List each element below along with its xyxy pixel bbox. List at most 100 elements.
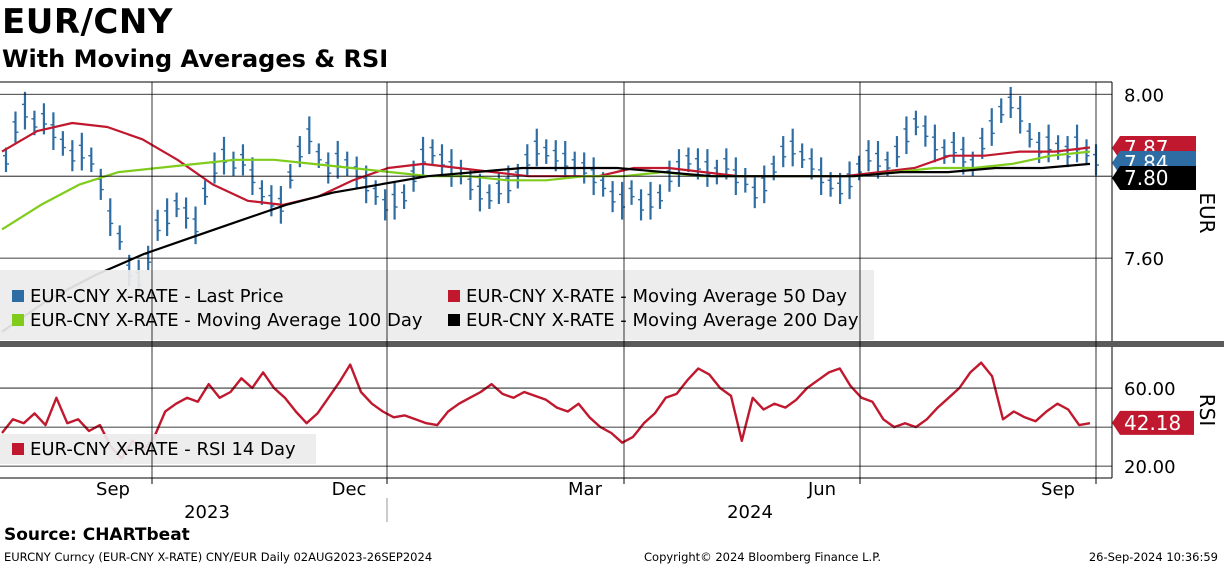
price-bar xyxy=(950,131,957,164)
price-bar xyxy=(221,136,227,175)
price-bar xyxy=(173,192,180,218)
footer-security: EURCNY Curncy (EUR-CNY X-RATE) CNY/EUR D… xyxy=(4,550,433,564)
price-legend: EUR-CNY X-RATE - Last Price EUR-CNY X-RAT… xyxy=(0,270,874,340)
rsi-legend-box xyxy=(0,434,316,464)
price-bar xyxy=(865,140,872,172)
rsi-tick-label-20.00: 20.00 xyxy=(1124,457,1176,478)
legend-label-eur-cny-x-rate-moving-average-100-day: EUR-CNY X-RATE - Moving Average 100 Day xyxy=(30,310,423,331)
price-bar xyxy=(742,168,749,193)
price-bar xyxy=(837,172,844,205)
price-bar xyxy=(571,151,578,177)
price-bar xyxy=(1017,95,1024,134)
price-bar xyxy=(344,151,351,177)
last-value-text: 7.80 xyxy=(1124,166,1169,190)
x-tick-label-dec-1: Dec xyxy=(332,479,367,500)
price-bar xyxy=(552,140,559,172)
y-tick-label-7.60: 7.60 xyxy=(1124,249,1164,270)
price-bar xyxy=(524,144,531,176)
price-bar xyxy=(97,168,104,200)
price-bar xyxy=(713,159,720,185)
price-bar xyxy=(1007,86,1014,119)
series-line-rsi-14-day xyxy=(1,361,1091,460)
chart-subtitle: With Moving Averages & RSI xyxy=(2,45,389,73)
price-bar xyxy=(230,151,237,177)
price-bar xyxy=(78,132,85,171)
price-bar xyxy=(799,143,806,168)
price-bar xyxy=(628,180,635,205)
price-bar xyxy=(789,128,796,167)
price-bar xyxy=(533,128,540,167)
price-bar xyxy=(258,180,265,205)
price-bar xyxy=(467,168,474,200)
price-bar xyxy=(912,110,919,136)
price-bar xyxy=(439,144,445,176)
rsi-tick-label-60.00: 60.00 xyxy=(1124,379,1176,400)
price-bar xyxy=(543,139,550,164)
legend-swatch-eur-cny-x-rate-last-price xyxy=(12,290,24,302)
price-legend-box xyxy=(0,270,874,340)
price-bar xyxy=(12,111,19,143)
price-bar xyxy=(931,124,938,163)
price-bar xyxy=(306,116,313,155)
x-year-label-2024: 2024 xyxy=(727,502,773,523)
price-bar xyxy=(192,206,199,245)
price-bar xyxy=(1074,124,1081,163)
price-bar xyxy=(476,173,483,212)
price-bar xyxy=(1064,136,1071,168)
price-bar xyxy=(268,185,275,217)
price-bar xyxy=(495,172,502,205)
price-bar xyxy=(988,108,995,146)
price-bar xyxy=(429,139,436,164)
price-bar xyxy=(325,152,332,184)
last-value-flag-eur-cny-x-rate-moving-average-200-day: 7.80 xyxy=(1112,166,1196,190)
price-bar xyxy=(647,181,654,220)
price-bar xyxy=(363,165,370,204)
price-bar xyxy=(202,180,209,205)
price-bar xyxy=(638,189,645,221)
price-bar xyxy=(183,197,190,229)
series-line-eur-cny-x-rate-moving-average-200-day xyxy=(1,162,1091,333)
price-bar xyxy=(761,165,768,204)
price-bar xyxy=(154,209,161,241)
price-bar xyxy=(401,184,408,209)
price-axis-title: EUR xyxy=(1195,192,1219,233)
price-bar xyxy=(751,177,758,209)
x-tick-label-jun-3: Jun xyxy=(807,479,836,500)
source-label: Source: CHARTbeat xyxy=(4,525,190,545)
legend-swatch-eur-cny-x-rate-moving-average-50-day xyxy=(448,290,460,302)
price-bar xyxy=(1026,122,1033,148)
rsi-axis-title: RSI xyxy=(1195,394,1219,427)
price-bar xyxy=(391,181,398,220)
price-bar xyxy=(31,110,38,136)
price-bar xyxy=(846,161,853,200)
price-bar xyxy=(88,147,95,173)
price-bar xyxy=(780,136,787,168)
last-value-flag-box xyxy=(1112,166,1196,190)
price-bar xyxy=(808,148,815,180)
price-bar xyxy=(998,98,1005,123)
legend-swatch-eur-cny-x-rate-moving-average-200-day xyxy=(448,314,460,326)
legend-label-eur-cny-x-rate-moving-average-50-day: EUR-CNY X-RATE - Moving Average 50 Day xyxy=(466,286,847,307)
footer-copyright: Copyright© 2024 Bloomberg Finance L.P. xyxy=(644,550,881,564)
price-bar xyxy=(704,149,711,187)
last-value-flag-box xyxy=(1112,410,1194,435)
series-line-eur-cny-x-rate-moving-average-50-day xyxy=(1,121,1091,206)
price-bar xyxy=(69,140,76,172)
x-tick-label-sep-0: Sep xyxy=(96,479,130,500)
x-year-label-2023: 2023 xyxy=(184,502,230,523)
panel-divider xyxy=(0,341,1224,347)
price-bar xyxy=(486,184,493,209)
legend-swatch-eur-cny-x-rate-moving-average-100-day xyxy=(12,314,24,326)
price-bar xyxy=(562,140,569,179)
y-tick-label-8.00: 8.00 xyxy=(1124,85,1164,106)
price-bar xyxy=(922,115,929,147)
price-bar xyxy=(353,156,360,188)
price-bar xyxy=(50,112,57,150)
price-bar xyxy=(903,116,910,155)
chart-title: EUR/CNY xyxy=(2,2,173,42)
legend-label-eur-cny-x-rate-moving-average-200-day: EUR-CNY X-RATE - Moving Average 200 Day xyxy=(466,310,859,331)
price-bar xyxy=(3,147,9,173)
price-bar xyxy=(334,140,341,179)
price-bar xyxy=(59,131,66,156)
